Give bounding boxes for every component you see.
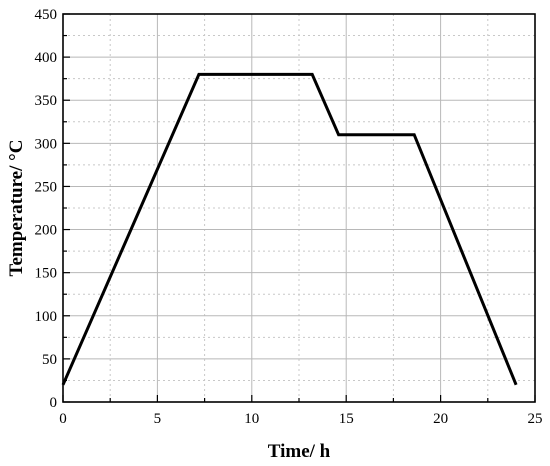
- y-tick-label: 100: [35, 309, 58, 325]
- y-tick-labels: 0 50 100 150 200 250 300 350 400 450: [35, 7, 58, 411]
- x-tick-label: 20: [433, 411, 448, 427]
- x-tick-labels: 0 5 10 15 20 25: [59, 411, 542, 427]
- y-tick-label: 200: [35, 223, 58, 239]
- x-tick-label: 0: [59, 411, 67, 427]
- y-tick-label: 400: [35, 50, 58, 66]
- x-tick-label: 5: [154, 411, 162, 427]
- y-tick-label: 250: [35, 179, 58, 195]
- grid: [63, 14, 535, 402]
- y-axis-title: Temperature/ °C: [6, 140, 27, 277]
- y-tick-label: 50: [42, 352, 57, 368]
- y-tick-label: 300: [35, 136, 58, 152]
- ticks: [62, 13, 536, 403]
- series-layer: [61, 72, 518, 386]
- y-tick-label: 450: [35, 7, 58, 23]
- y-tick-label: 350: [35, 93, 58, 109]
- x-tick-label: 15: [339, 411, 354, 427]
- temperature-series-line: [61, 72, 518, 386]
- y-tick-label: 0: [50, 395, 58, 411]
- x-axis-title: Time/ h: [268, 441, 331, 462]
- y-tick-label: 150: [35, 266, 58, 282]
- x-tick-label: 25: [528, 411, 543, 427]
- x-tick-label: 10: [244, 411, 259, 427]
